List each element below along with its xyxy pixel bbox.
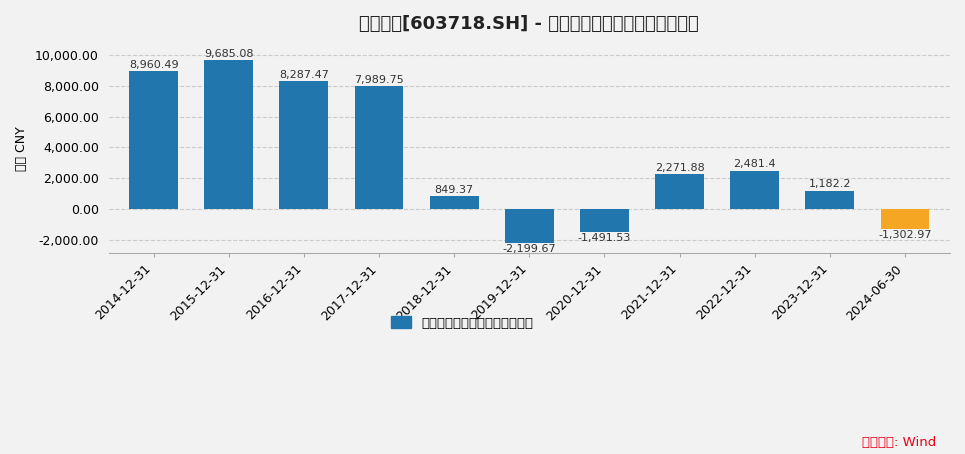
- Bar: [129, 71, 178, 209]
- Text: 8,960.49: 8,960.49: [128, 60, 179, 70]
- Text: 2,481.4: 2,481.4: [733, 159, 776, 169]
- Text: 849.37: 849.37: [434, 184, 474, 195]
- Bar: [880, 209, 929, 229]
- Text: -2,199.67: -2,199.67: [503, 244, 556, 254]
- Bar: [280, 81, 328, 209]
- Bar: [806, 191, 854, 209]
- Bar: [655, 174, 703, 209]
- Bar: [429, 196, 479, 209]
- Bar: [505, 209, 554, 242]
- Title: 海利生物[603718.SH] - 扣非后归属母公司股东的净利润: 海利生物[603718.SH] - 扣非后归属母公司股东的净利润: [359, 15, 700, 33]
- Text: 7,989.75: 7,989.75: [354, 75, 404, 85]
- Bar: [580, 209, 629, 232]
- Bar: [731, 171, 779, 209]
- Text: 2,271.88: 2,271.88: [654, 163, 704, 173]
- Text: -1,302.97: -1,302.97: [878, 230, 931, 240]
- Text: 1,182.2: 1,182.2: [809, 179, 851, 189]
- Text: 8,287.47: 8,287.47: [279, 70, 329, 80]
- Text: 9,685.08: 9,685.08: [204, 49, 254, 59]
- Text: -1,491.53: -1,491.53: [578, 233, 631, 243]
- Legend: 扣非后归属母公司股东的净利润: 扣非后归属母公司股东的净利润: [385, 311, 538, 335]
- Text: 数据来源: Wind: 数据来源: Wind: [862, 436, 936, 449]
- Y-axis label: 万元 CNY: 万元 CNY: [15, 126, 28, 171]
- Bar: [354, 86, 403, 209]
- Bar: [205, 60, 253, 209]
